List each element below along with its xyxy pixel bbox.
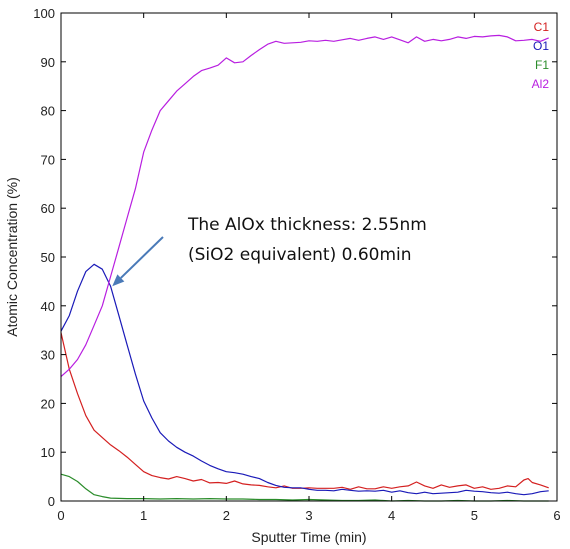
y-tick-label: 20 bbox=[41, 396, 55, 411]
y-tick-label: 0 bbox=[48, 494, 55, 509]
y-tick-label: 60 bbox=[41, 201, 55, 216]
y-tick-label: 80 bbox=[41, 104, 55, 119]
annotation-arrow-shaft bbox=[120, 236, 164, 279]
y-tick-label: 70 bbox=[41, 152, 55, 167]
legend-entry-al2: Al2 bbox=[532, 77, 550, 91]
legend-entry-c1: C1 bbox=[534, 20, 550, 34]
y-tick-label: 30 bbox=[41, 348, 55, 363]
y-tick-label: 10 bbox=[41, 445, 55, 460]
legend: C1 O1 F1 Al2 bbox=[532, 20, 550, 91]
x-tick-label: 5 bbox=[471, 508, 478, 523]
y-tick-label: 40 bbox=[41, 299, 55, 314]
series-line-al2 bbox=[60, 34, 549, 378]
x-tick-label: 4 bbox=[388, 508, 395, 523]
y-tick-label: 90 bbox=[41, 55, 55, 70]
series-line-c1 bbox=[60, 332, 549, 490]
annotation-line-2: (SiO2 equivalent) 0.60min bbox=[188, 245, 412, 265]
series-line-o1 bbox=[60, 263, 549, 496]
x-tick-label: 6 bbox=[553, 508, 560, 523]
series-layer bbox=[60, 34, 549, 502]
x-tick-label: 1 bbox=[140, 508, 147, 523]
annotation-arrow-head bbox=[112, 274, 125, 287]
y-tick-label: 50 bbox=[41, 250, 55, 265]
annotation-line-1: The AlOx thickness: 2.55nm bbox=[187, 215, 427, 235]
legend-entry-f1: F1 bbox=[535, 58, 549, 72]
x-tick-label: 2 bbox=[223, 508, 230, 523]
y-axis-label: Atomic Concentration (%) bbox=[4, 177, 20, 337]
annotation: The AlOx thickness: 2.55nm (SiO2 equival… bbox=[112, 215, 427, 287]
x-tick-label: 0 bbox=[57, 508, 64, 523]
legend-entry-o1: O1 bbox=[533, 39, 549, 53]
x-tick-label: 3 bbox=[305, 508, 312, 523]
x-axis-label: Sputter Time (min) bbox=[251, 529, 366, 545]
y-tick-label: 100 bbox=[33, 6, 55, 21]
